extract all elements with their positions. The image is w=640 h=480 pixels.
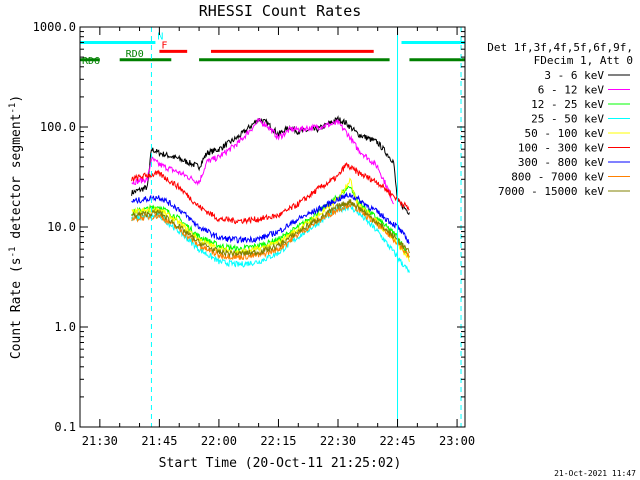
y-tick-label-1: 100.0 [40,120,76,134]
flag-layer: NF RD0 RD6 [80,31,465,67]
legend-label-4: 50 - 100 keV [525,127,605,140]
x-axis: 21:30 21:45 22:00 22:15 22:30 22:45 23:00 [79,27,475,448]
legend-label-1: 6 - 12 keV [538,84,605,97]
flag-label-rd0: RD0 [126,49,144,60]
series-line-0 [131,115,410,216]
legend-label-5: 100 - 300 keV [518,142,604,155]
y-tick-label-3: 1.0 [54,320,76,334]
y-axis-label: Count Rate (s-1 detector segment-1) [8,95,24,359]
series-line-4 [131,177,410,262]
legend-label-2: 12 - 25 keV [531,98,604,111]
series-line-8 [131,199,410,258]
y-tick-label-2: 10.0 [47,220,76,234]
legend-label-3: 25 - 50 keV [531,113,604,126]
x-tick-label-3: 22:15 [260,434,296,448]
vline-layer [79,27,462,427]
chart-title: RHESSI Count Rates [199,2,362,20]
series-line-3 [131,204,410,274]
y-tick-label-0: 1000.0 [33,20,76,34]
series-layer [131,115,410,274]
y-axis: 1000.0 100.0 10.0 1.0 0.1 [33,20,465,434]
flag-label-f: F [161,40,167,51]
flag-label-rd6: RD6 [82,56,100,67]
x-tick-label-2: 22:00 [201,434,237,448]
generation-timestamp: 21-Oct-2021 11:47 [554,469,636,478]
legend-header-line-1: Det 1f,3f,4f,5f,6f,9f, [487,41,633,54]
series-line-1 [131,117,394,205]
x-tick-label-6: 23:00 [439,434,475,448]
legend-label-8: 7000 - 15000 keV [498,185,604,198]
legend-label-7: 800 - 7000 keV [511,171,604,184]
flag-label-n: N [157,31,163,42]
x-tick-label-4: 22:30 [320,434,356,448]
plot-frame [79,26,466,428]
legend-header-line-2: FDecim 1, Att 0 [534,54,633,67]
legend-label-0: 3 - 6 keV [544,69,604,82]
x-tick-label-1: 21:45 [141,434,177,448]
y-tick-label-4: 0.1 [54,420,76,434]
x-tick-label-5: 22:45 [379,434,415,448]
legend: Det 1f,3f,4f,5f,6f,9f, FDecim 1, Att 0 3… [487,41,633,198]
legend-label-6: 300 - 800 keV [518,156,604,169]
series-line-6 [131,191,410,245]
x-axis-label: Start Time (20-Oct-11 21:25:02) [159,456,402,471]
x-tick-label-0: 21:30 [82,434,118,448]
series-line-5 [131,161,410,225]
